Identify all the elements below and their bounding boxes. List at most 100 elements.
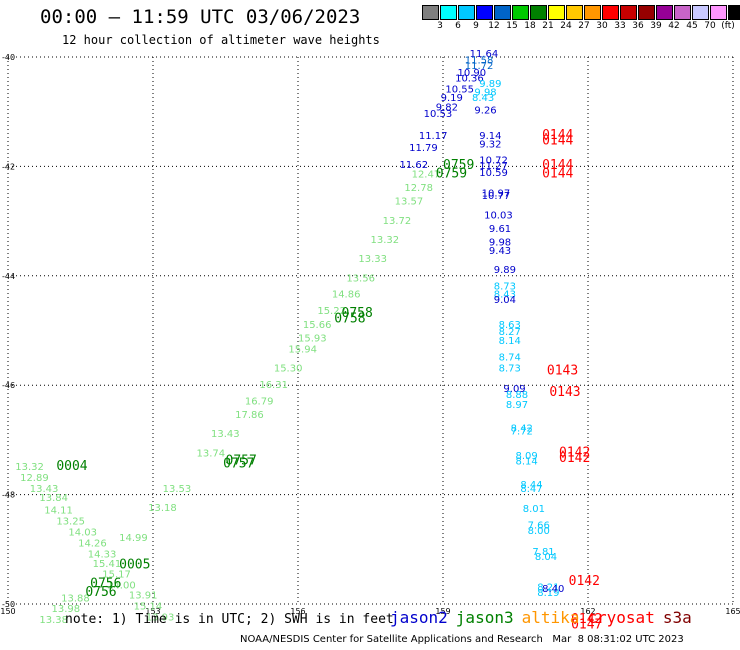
colorbar-swatch [656, 5, 673, 20]
pass-time-labels: 0004000507560756075707570758075807590759… [56, 128, 602, 633]
colorbar-swatch [710, 5, 727, 20]
colorbar-swatch [674, 5, 691, 20]
wave-height-label: 13.32 [15, 462, 44, 473]
colorbar-swatch [548, 5, 565, 20]
legend-jason3: jason3 [455, 608, 514, 627]
lat-tick-label: -48 [2, 491, 15, 500]
colorbar-label: 27 [578, 21, 590, 31]
colorbar-label: 6 [455, 21, 461, 31]
wave-height-label: 9.32 [479, 139, 501, 150]
pass-time-label: 0142 [559, 451, 590, 466]
colorbar-label: 36 [632, 21, 644, 31]
lon-tick-label: 150 [0, 607, 15, 616]
wave-height-label: 8.21 [537, 582, 559, 593]
colorbar-label: 39 [650, 21, 662, 31]
pass-time-label: 0142 [571, 612, 602, 627]
colorbar-swatch [602, 5, 619, 20]
credit-footer: NOAA/NESDIS Center for Satellite Applica… [240, 634, 684, 645]
axis-labels: 150 153 156 159 162 165 -40 -42 -44 -46 -48 -50 [0, 53, 740, 616]
wave-height-label: 8.14 [516, 457, 538, 468]
wave-height-label: 11.17 [419, 131, 448, 142]
colorbar-swatch [638, 5, 655, 20]
wave-height-label: 14.11 [44, 506, 73, 517]
lat-tick-label: -44 [2, 272, 15, 281]
colorbar-swatch [512, 5, 529, 20]
map-title: 00:00 — 11:59 UTC 03/06/2023 [40, 6, 361, 28]
lat-tick-label: -46 [2, 381, 15, 390]
wave-height-label: 11.79 [409, 143, 438, 154]
wave-height-label: 10.90 [458, 68, 487, 79]
colorbar-label: 24 [560, 21, 572, 31]
wave-height-label: 8.27 [499, 327, 521, 338]
wave-height-label: 13.43 [211, 429, 240, 440]
colorbar-swatch [494, 5, 511, 20]
wave-height-label: 10.72 [479, 156, 508, 167]
wave-height-label: 8.47 [520, 484, 542, 495]
colorbar-swatch [584, 5, 601, 20]
pass-time-label: 0142 [559, 445, 590, 460]
wave-height-label: 8.40 [542, 584, 564, 595]
wave-height-label: 9.98 [489, 238, 511, 249]
colorbar-label: 3 [437, 21, 443, 31]
wave-height-label: 13.74 [197, 448, 226, 459]
wave-height-label: 14.00 [107, 581, 136, 592]
wave-height-label: 14.86 [332, 290, 361, 301]
wave-height-label: 8.43 [494, 290, 516, 301]
pass-time-label: 0757 [223, 456, 254, 471]
wave-height-label: 16.79 [245, 396, 274, 407]
map-subtitle: 12 hour collection of altimeter wave hei… [62, 33, 380, 47]
wave-height-label: 15.30 [274, 364, 303, 375]
wave-height-label: 9.19 [441, 93, 463, 104]
legend-altika: altika [521, 608, 580, 627]
wave-height-label: 10.97 [482, 188, 511, 199]
wave-height-label: 12.78 [404, 183, 433, 194]
wave-height-label: 8.42 [511, 424, 533, 435]
wave-height-label: 9.89 [479, 79, 501, 90]
wave-height-label: 10.03 [484, 210, 513, 221]
wave-height-label: 13.56 [346, 273, 375, 284]
wave-height-label: 15.22 [317, 306, 346, 317]
wave-height-label: 14.33 [88, 550, 117, 561]
wave-height-label: 9.26 [474, 105, 496, 116]
colorbar-label: 30 [596, 21, 608, 31]
colorbar-swatch [530, 5, 547, 20]
pass-time-label: 0144 [542, 166, 573, 181]
satellite-legend: jason2 jason3 altika cryosat s3a [390, 608, 700, 627]
colorbar-label: 9 [473, 21, 479, 31]
wave-height-label: 13.88 [61, 593, 90, 604]
wave-height-label: 7.81 [532, 547, 554, 558]
wave-height-label: 9.14 [479, 131, 501, 142]
pass-time-label: 0758 [342, 306, 373, 321]
legend-cryosat: cryosat [587, 608, 655, 627]
wave-height-label: 9.43 [489, 246, 511, 257]
wave-height-label: 8.04 [535, 552, 557, 563]
legend-jason2: jason2 [390, 608, 448, 627]
lon-tick-label: 156 [290, 607, 305, 616]
wave-height-label: 8.14 [499, 336, 521, 347]
wave-height-label: 14.99 [119, 533, 148, 544]
wave-height-label: 13.25 [56, 517, 85, 528]
wave-height-label: 15.14 [134, 601, 163, 612]
colorbar-label: 15 [506, 21, 518, 31]
pass-time-label: 0147 [571, 618, 602, 633]
wave-height-label: 13.84 [39, 493, 68, 504]
lon-tick-label: 165 [725, 607, 740, 616]
wave-height-label: 13.93 [146, 612, 175, 623]
wave-height-label: 16.31 [259, 380, 288, 391]
colorbar-swatch [620, 5, 637, 20]
wave-height-label: 12.89 [20, 473, 49, 484]
wave-height-label: 8.74 [499, 353, 521, 364]
colorbar-label: 45 [686, 21, 698, 31]
colorbar-swatch [440, 5, 457, 20]
wave-height-label: 9.89 [494, 265, 516, 276]
pass-time-label: 0759 [436, 166, 467, 181]
wave-height-label: 10.55 [445, 85, 474, 96]
wave-height-label: 9.09 [503, 384, 525, 395]
colorbar-swatch [728, 5, 740, 20]
colorbar [422, 5, 740, 20]
units-note: note: 1) Time is in UTC; 2) SWH is in fe… [65, 612, 394, 627]
lat-tick-label: -50 [2, 600, 15, 609]
pass-time-label: 0144 [542, 134, 573, 149]
colorbar-swatch [458, 5, 475, 20]
